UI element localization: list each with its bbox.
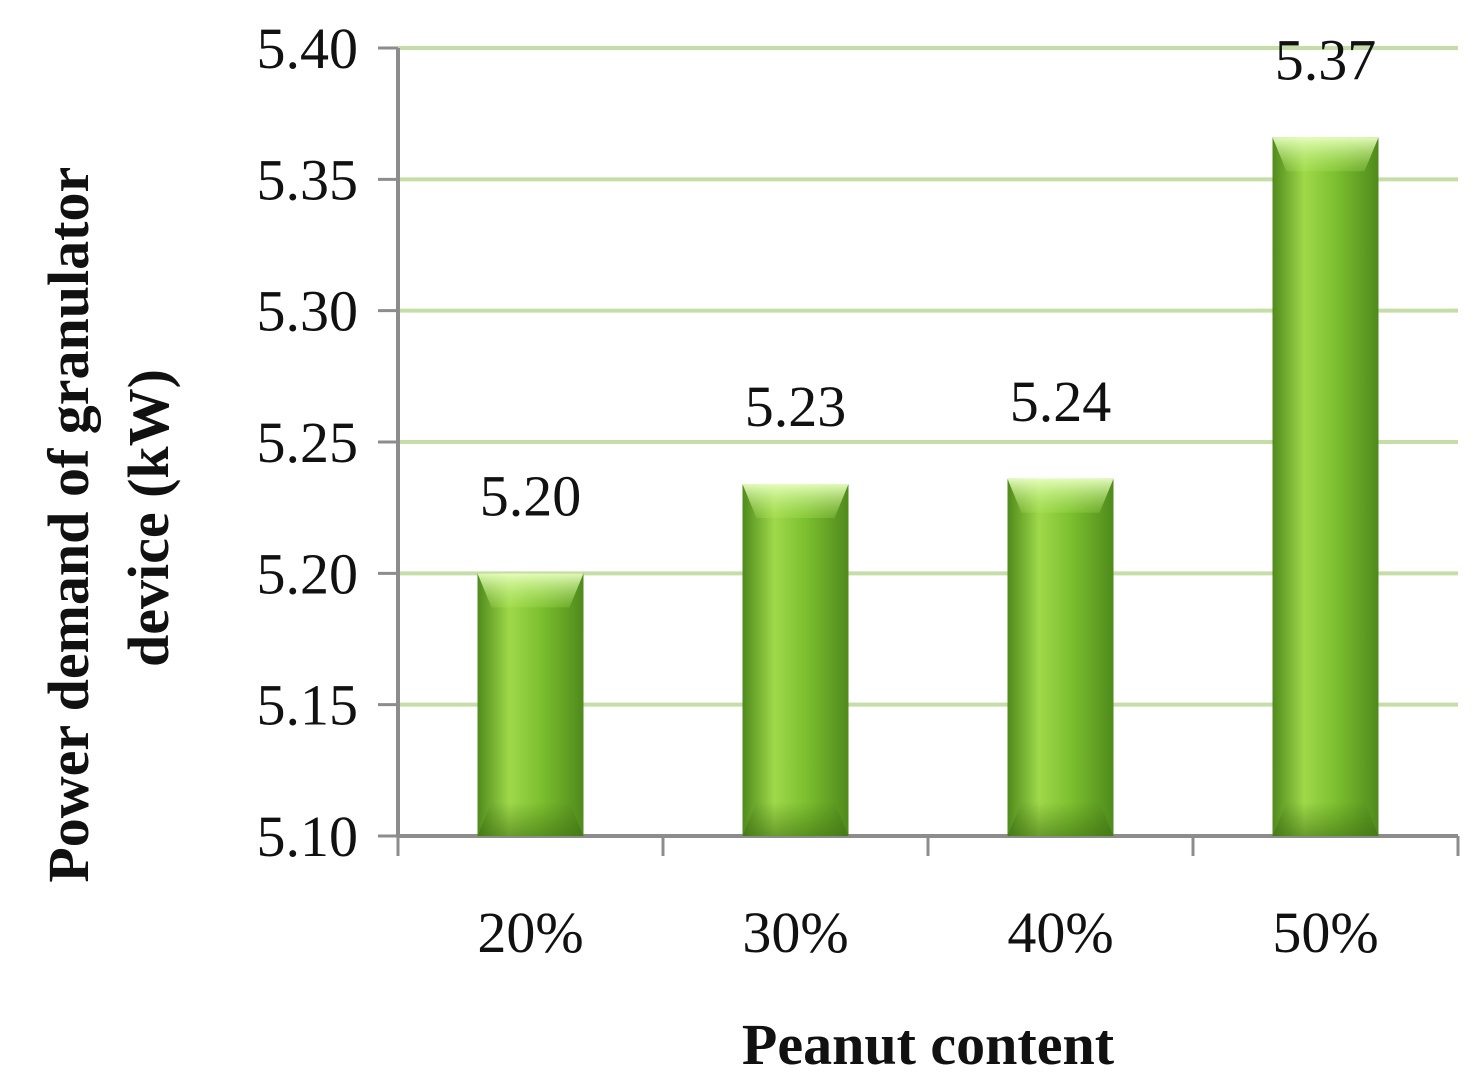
- bar: [1007, 478, 1114, 836]
- y-tick-label: 5.35: [257, 147, 359, 212]
- y-tick-label: 5.20: [257, 541, 359, 606]
- bar-bevel-bottom: [1007, 802, 1114, 836]
- bar-bevel-bottom: [742, 802, 849, 836]
- y-tick-label: 5.15: [257, 673, 359, 738]
- bar-bevel-bottom: [477, 802, 584, 836]
- x-tick-label: 30%: [742, 900, 848, 965]
- y-axis-title: Power demand of granulator device (kW): [36, 153, 181, 882]
- bar-bevel-top: [477, 573, 584, 608]
- y-tick-label: 5.25: [257, 410, 359, 475]
- x-tick-label: 50%: [1272, 900, 1378, 965]
- bar-bevel-top: [1272, 137, 1379, 172]
- y-axis-title-line-2: device (kW): [116, 369, 181, 667]
- y-tick-label: 5.40: [257, 16, 359, 81]
- x-tick-label: 20%: [477, 900, 583, 965]
- data-label: 5.37: [1275, 27, 1377, 92]
- labels: 5.10 5.15 5.20 5.25 5.30 5.35 5.40 5.20 20% 5.23 3…: [257, 16, 1379, 965]
- bar: [477, 573, 584, 836]
- data-label: 5.23: [745, 374, 847, 439]
- data-label: 5.20: [480, 463, 582, 528]
- bar-group: [477, 573, 584, 836]
- x-tick-label: 40%: [1007, 900, 1113, 965]
- bar-bevel-top: [1007, 478, 1114, 513]
- y-tick-label: 5.10: [257, 804, 359, 869]
- bar-group: [742, 484, 849, 836]
- y-axis-title-line-1: Power demand of granulator: [36, 168, 101, 883]
- bar: [742, 484, 849, 836]
- bar-group: [1007, 478, 1114, 836]
- y-tick-label: 5.30: [257, 279, 359, 344]
- bar-group: [1272, 137, 1379, 837]
- bar-bevel-top: [742, 484, 849, 519]
- bars: [477, 137, 1379, 837]
- bar-bevel-bottom: [1272, 802, 1379, 836]
- x-axis-title: Peanut content: [742, 1012, 1115, 1077]
- bar: [1272, 137, 1379, 837]
- data-label: 5.24: [1010, 369, 1112, 434]
